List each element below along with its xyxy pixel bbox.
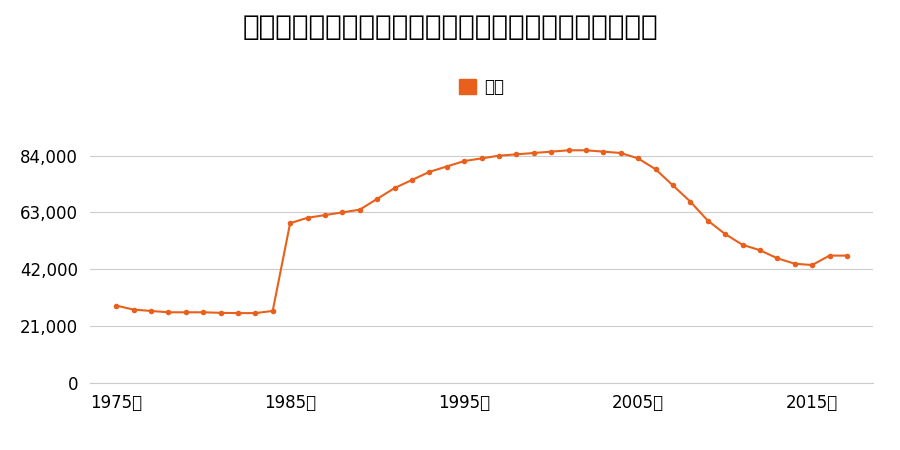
Text: 山口県下松市大字西豊井字吉敷１５８３番６の地価推移: 山口県下松市大字西豊井字吉敷１５８３番６の地価推移: [242, 14, 658, 41]
Legend: 価格: 価格: [459, 78, 504, 96]
